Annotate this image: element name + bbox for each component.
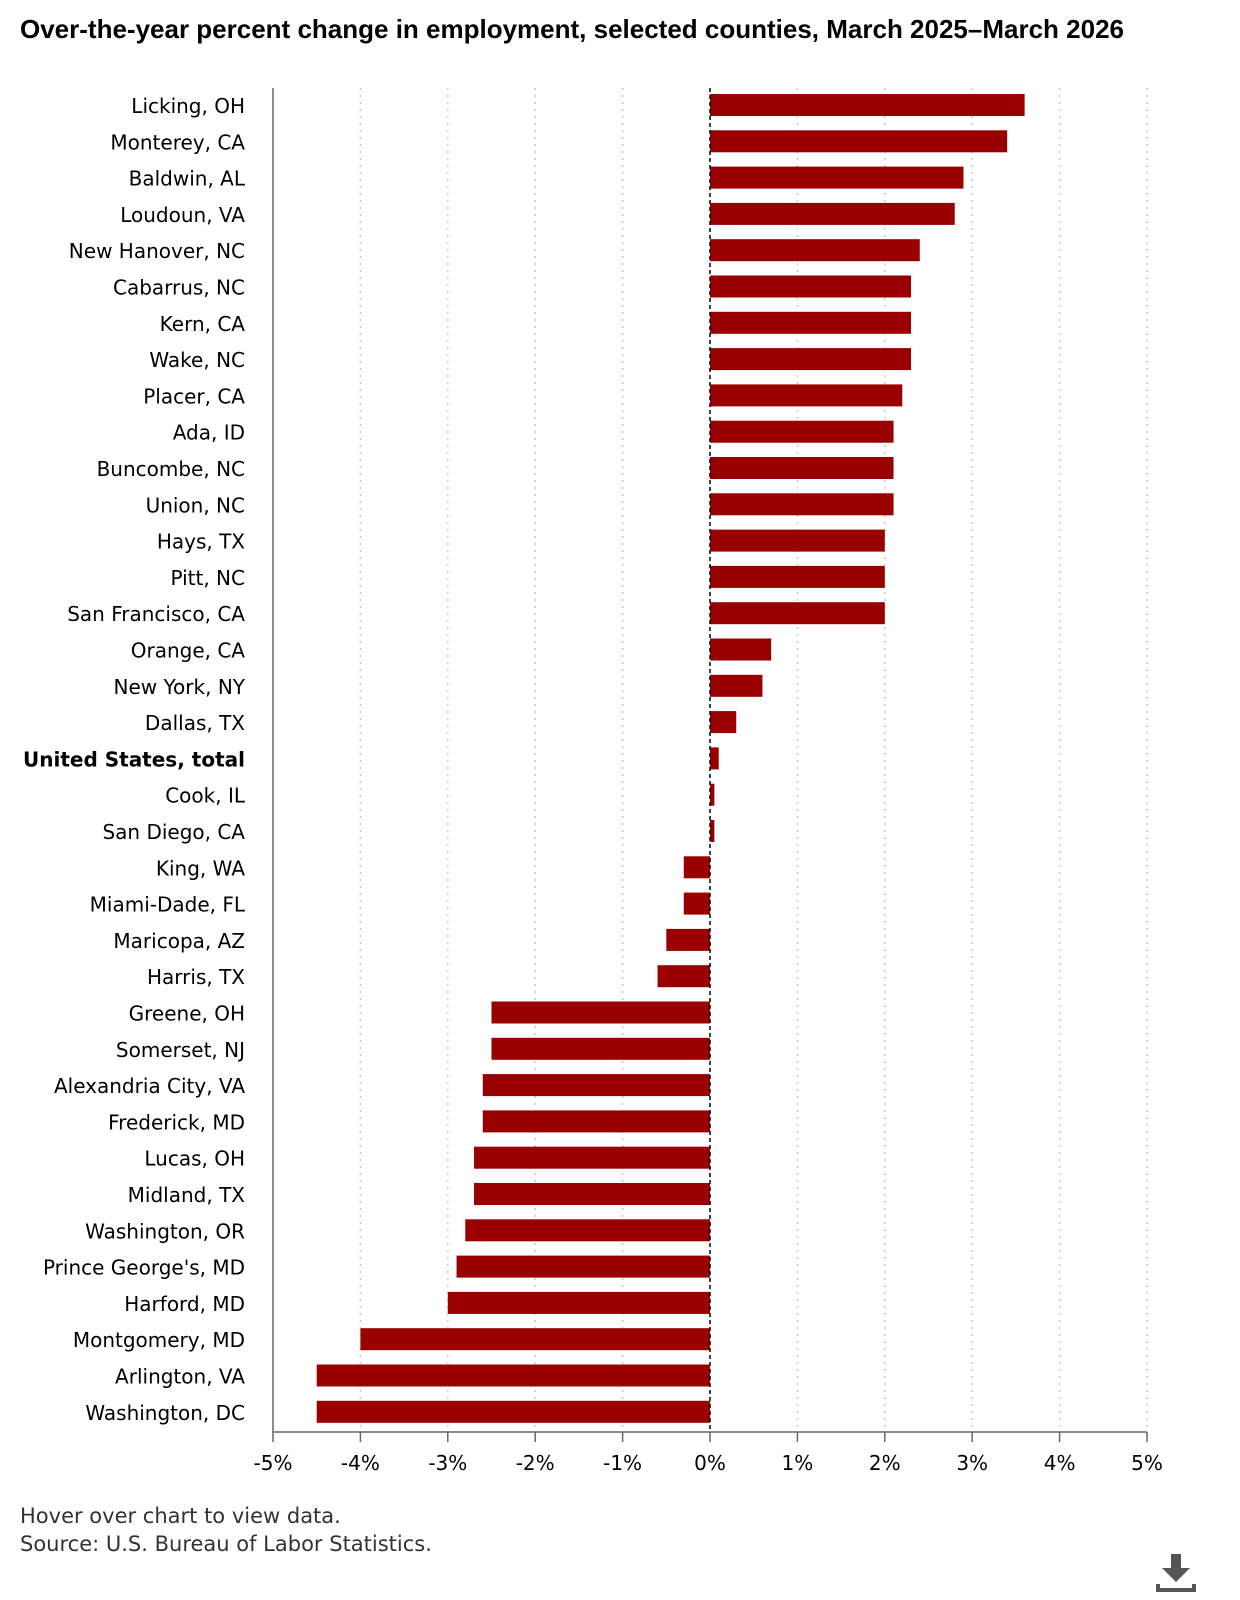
bar[interactable]: Buncombe, NC: [710, 457, 894, 479]
category-label: Maricopa, AZ: [113, 929, 245, 953]
x-tick-label: -1%: [603, 1451, 642, 1475]
x-tick-labels: -5% -4% -3% -2% -1% 0% 1% 2% 3% 4% 5%: [254, 1451, 1163, 1475]
category-label: Loudoun, VA: [120, 203, 245, 227]
bar[interactable]: Somerset, NJ: [491, 1037, 711, 1060]
x-tick-label: 3%: [956, 1451, 988, 1475]
axes: [272, 88, 1148, 1442]
bar[interactable]: Licking, OH: [710, 94, 1025, 116]
bar[interactable]: Placer, CA: [710, 384, 903, 407]
bar[interactable]: Loudoun, VA: [710, 202, 955, 225]
bars[interactable]: Licking, OH Monterey, CA Baldwin, AL Loudou…: [316, 94, 1025, 1423]
bar[interactable]: San Diego, CA: [710, 820, 715, 842]
category-label: Montgomery, MD: [73, 1328, 245, 1352]
bar[interactable]: New York, NY: [710, 674, 763, 697]
category-label: Miami-Dade, FL: [90, 893, 246, 917]
bar[interactable]: United States, total: [710, 747, 719, 770]
category-label: Cook, IL: [165, 784, 246, 808]
bar[interactable]: Washington, OR: [465, 1219, 710, 1242]
category-label: United States, total: [23, 747, 245, 771]
category-label: Somerset, NJ: [116, 1038, 245, 1062]
x-tick-label: -3%: [428, 1451, 467, 1475]
category-label: Washington, DC: [85, 1401, 245, 1425]
bar[interactable]: Harris, TX: [657, 965, 710, 988]
category-label: Frederick, MD: [108, 1110, 245, 1134]
category-label: Washington, OR: [85, 1219, 245, 1243]
x-tick-label: -2%: [516, 1451, 555, 1475]
category-label: Lucas, OH: [144, 1147, 245, 1171]
bar[interactable]: Baldwin, AL: [710, 166, 964, 189]
category-label: Hays, TX: [157, 530, 245, 554]
bar[interactable]: Midland, TX: [474, 1183, 710, 1205]
bar[interactable]: Greene, OH: [491, 1001, 711, 1024]
category-label: Greene, OH: [129, 1002, 245, 1026]
bar[interactable]: Arlington, VA: [316, 1364, 710, 1387]
category-label: Placer, CA: [143, 384, 245, 408]
bar[interactable]: Monterey, CA: [710, 130, 1008, 153]
bar[interactable]: Maricopa, AZ: [666, 928, 710, 951]
bar[interactable]: Alexandria City, VA: [482, 1074, 710, 1097]
category-label: Alexandria City, VA: [54, 1074, 245, 1098]
category-label: Harris, TX: [147, 965, 245, 989]
download-icon[interactable]: [1154, 1550, 1198, 1594]
bar[interactable]: Washington, DC: [316, 1400, 710, 1423]
bar[interactable]: Wake, NC: [710, 348, 912, 371]
bar[interactable]: Kern, CA: [710, 311, 912, 334]
bar[interactable]: Montgomery, MD: [360, 1328, 710, 1351]
bar[interactable]: Ada, ID: [710, 420, 894, 443]
category-label: Union, NC: [146, 493, 245, 517]
category-label: Baldwin, AL: [129, 167, 246, 191]
category-label: Wake, NC: [149, 348, 245, 372]
category-label: San Francisco, CA: [67, 602, 245, 626]
x-tick-label: -5%: [254, 1451, 293, 1475]
bar[interactable]: Cook, IL: [710, 783, 715, 806]
x-tick-label: 4%: [1044, 1451, 1076, 1475]
category-labels: Licking, OH Monterey, CA Baldwin, AL Loudou…: [23, 94, 246, 1425]
bar[interactable]: Orange, CA: [710, 638, 772, 661]
gridlines: [359, 88, 1148, 1432]
bar[interactable]: Cabarrus, NC: [710, 275, 912, 298]
x-tick-label: 1%: [782, 1451, 814, 1475]
bar[interactable]: Union, NC: [710, 493, 894, 516]
category-label: Buncombe, NC: [97, 457, 245, 481]
category-label: Kern, CA: [160, 312, 246, 336]
x-tick-label: 0%: [694, 1451, 726, 1475]
source-note: Source: U.S. Bureau of Labor Statistics.: [20, 1532, 432, 1556]
bar[interactable]: Miami-Dade, FL: [683, 892, 710, 915]
category-label: Licking, OH: [131, 94, 245, 118]
category-label: New York, NY: [114, 675, 246, 699]
category-label: Dallas, TX: [145, 711, 245, 735]
bar[interactable]: New Hanover, NC: [710, 239, 920, 262]
hover-note: Hover over chart to view data.: [20, 1504, 341, 1528]
category-label: Orange, CA: [131, 639, 246, 663]
bar[interactable]: Prince George's, MD: [456, 1255, 710, 1278]
x-tick-label: 5%: [1131, 1451, 1163, 1475]
bar-chart[interactable]: Licking, OH Monterey, CA Baldwin, AL Loudou…: [0, 0, 1240, 1500]
category-label: Cabarrus, NC: [113, 276, 245, 300]
category-label: Prince George's, MD: [43, 1256, 245, 1280]
bar[interactable]: King, WA: [683, 856, 710, 879]
x-tick-label: -4%: [341, 1451, 380, 1475]
x-tick-label: 2%: [869, 1451, 901, 1475]
bar[interactable]: Lucas, OH: [474, 1146, 710, 1169]
bar[interactable]: San Francisco, CA: [710, 602, 885, 625]
bar[interactable]: Hays, TX: [710, 529, 885, 552]
category-label: San Diego, CA: [102, 820, 245, 844]
category-label: Arlington, VA: [115, 1365, 245, 1389]
category-label: Monterey, CA: [110, 130, 245, 154]
category-label: King, WA: [156, 856, 245, 880]
category-label: Pitt, NC: [170, 566, 245, 590]
bar[interactable]: Harford, MD: [447, 1291, 710, 1314]
category-label: Midland, TX: [128, 1183, 246, 1207]
category-label: Ada, ID: [173, 421, 245, 445]
category-label: New Hanover, NC: [69, 239, 245, 263]
bar[interactable]: Frederick, MD: [482, 1110, 710, 1133]
bar[interactable]: Pitt, NC: [710, 565, 885, 588]
bar[interactable]: Dallas, TX: [710, 711, 737, 734]
category-label: Harford, MD: [124, 1292, 245, 1316]
chart-title: Over-the-year percent change in employme…: [20, 14, 1124, 44]
